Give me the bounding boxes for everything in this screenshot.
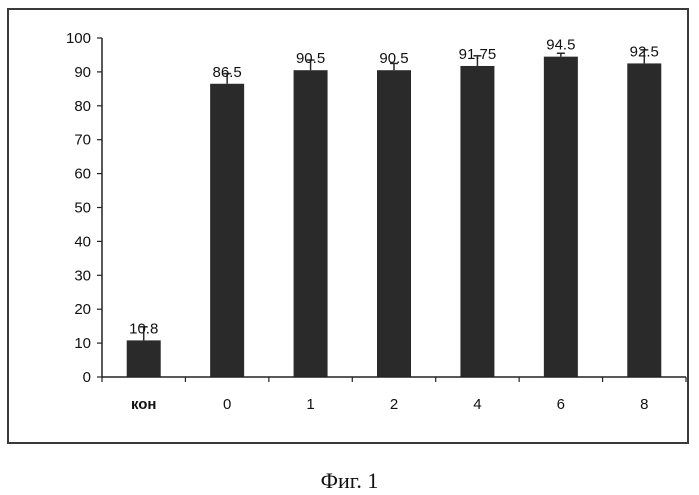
data-label: 90.5 [296, 50, 325, 67]
x-axis-labels: кон 0 1 2 4 6 8 [131, 396, 649, 413]
data-label: 92.5 [630, 43, 659, 60]
data-label: 10.8 [129, 320, 158, 337]
y-tick-label: 60 [74, 166, 91, 183]
y-tick-label: 80 [74, 98, 91, 115]
y-tick-label: 30 [74, 267, 91, 284]
y-tick-label: 40 [74, 233, 91, 250]
x-category-label: 1 [306, 396, 314, 413]
bar [544, 57, 578, 377]
x-category-label: 8 [640, 396, 648, 413]
bar [377, 70, 411, 377]
figure-caption: Фиг. 1 [0, 468, 699, 494]
bar [460, 66, 494, 377]
bar [294, 70, 328, 377]
data-label: 90.5 [379, 50, 408, 67]
y-tick-label: 100 [66, 30, 91, 47]
data-label: 86.5 [213, 64, 242, 81]
y-tick-label: 0 [83, 369, 91, 386]
y-axis-ticks: 0 10 20 30 40 50 60 70 80 90 100 [66, 30, 102, 386]
data-label: 91.75 [459, 46, 497, 63]
x-category-label: кон [131, 396, 157, 413]
y-tick-label: 50 [74, 200, 91, 217]
bar [627, 63, 661, 377]
x-category-label: 0 [223, 396, 231, 413]
bars [127, 57, 662, 377]
y-tick-label: 20 [74, 301, 91, 318]
bar [127, 340, 161, 377]
y-tick-label: 70 [74, 132, 91, 149]
x-category-label: 6 [557, 396, 565, 413]
y-tick-label: 10 [74, 335, 91, 352]
x-category-label: 4 [473, 396, 481, 413]
x-category-label: 2 [390, 396, 398, 413]
bar [210, 84, 244, 377]
y-tick-label: 90 [74, 64, 91, 81]
data-label: 94.5 [546, 37, 575, 54]
